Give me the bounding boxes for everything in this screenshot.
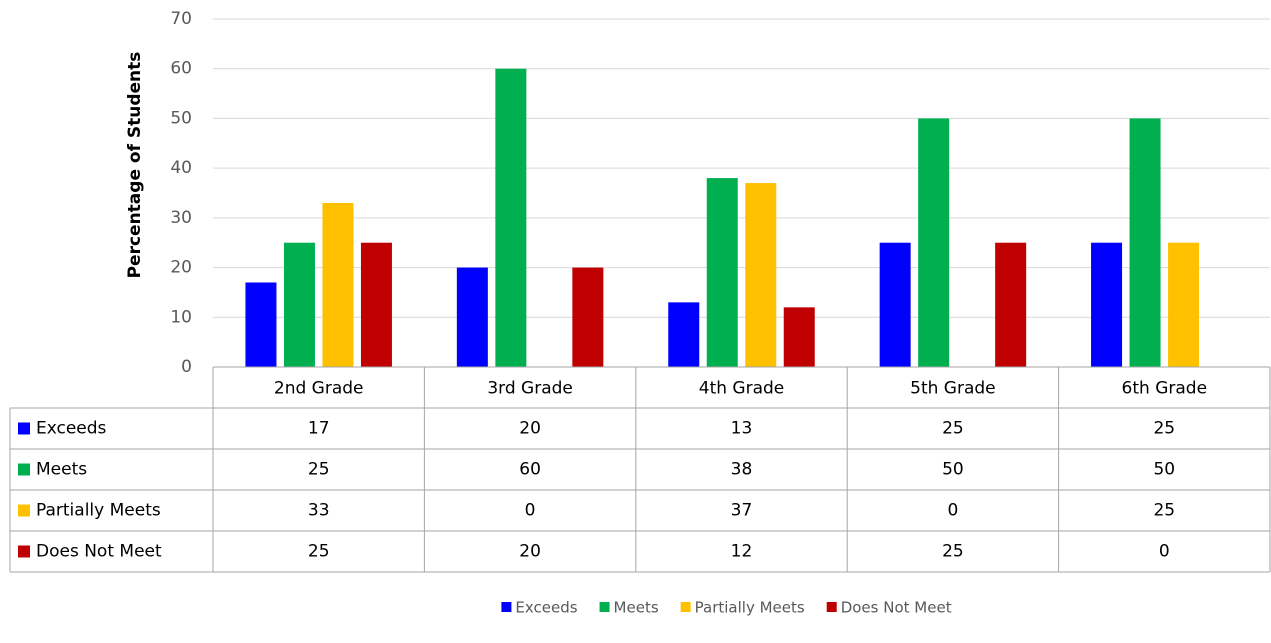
legend-label: Exceeds [515,599,577,617]
table-value: 25 [1153,501,1175,521]
x-tick-label: 3rd Grade [487,379,573,399]
table-value: 0 [1159,542,1170,562]
bar [495,68,527,367]
bar [668,302,700,367]
y-tick-label: 70 [170,9,192,29]
table-value: 20 [519,542,541,562]
bar [745,183,777,367]
x-tick-label: 5th Grade [910,379,996,399]
y-tick-label: 50 [170,108,192,128]
table-value: 25 [942,419,964,439]
table-value: 25 [1153,419,1175,439]
table-value: 50 [1153,460,1175,480]
legend-key [680,602,691,612]
table-value: 38 [731,460,753,480]
bar [1168,242,1200,367]
bar [456,267,488,367]
bar [572,267,604,367]
bar [1129,118,1161,367]
bar [879,242,911,367]
x-tick-label: 2nd Grade [274,379,364,399]
bar [918,118,950,367]
table-key [18,422,30,435]
bar [706,178,738,367]
legend-key [826,602,837,612]
legend-label: Meets [614,599,659,617]
table-row-label: Partially Meets [36,501,161,521]
table-row-label: Does Not Meet [36,542,162,562]
table-value: 12 [731,542,753,562]
table-value: 17 [308,419,330,439]
table-value: 20 [519,419,541,439]
x-tick-label: 6th Grade [1122,379,1208,399]
table-value: 33 [308,501,330,521]
table-value: 0 [525,501,536,521]
y-tick-label: 40 [170,158,192,178]
legend-label: Partially Meets [695,599,805,617]
bar [322,202,354,367]
bar [1091,242,1123,367]
x-tick-label: 4th Grade [699,379,785,399]
bar [360,242,392,367]
table-value: 25 [942,542,964,562]
table-value: 0 [947,501,958,521]
legend-key [501,602,512,612]
y-tick-label: 30 [170,208,192,228]
legend-label: Does Not Meet [841,599,952,617]
table-key [18,463,30,476]
y-tick-label: 10 [170,307,192,327]
bar [283,242,315,367]
bar [245,282,277,367]
bar [783,307,815,367]
table-key [18,545,30,558]
y-tick-label: 60 [170,59,192,79]
y-tick-label: 0 [181,357,192,377]
table-row-label: Meets [36,460,87,480]
table-row-label: Exceeds [36,419,107,439]
legend-key [599,602,610,612]
table-value: 60 [519,460,541,480]
y-axis-label: Percentage of Students [125,52,145,279]
table-value: 25 [308,460,330,480]
bar [995,242,1027,367]
table-value: 37 [731,501,753,521]
table-value: 25 [308,542,330,562]
table-key [18,504,30,517]
y-tick-label: 20 [170,258,192,278]
table-value: 13 [731,419,753,439]
table-value: 50 [942,460,964,480]
